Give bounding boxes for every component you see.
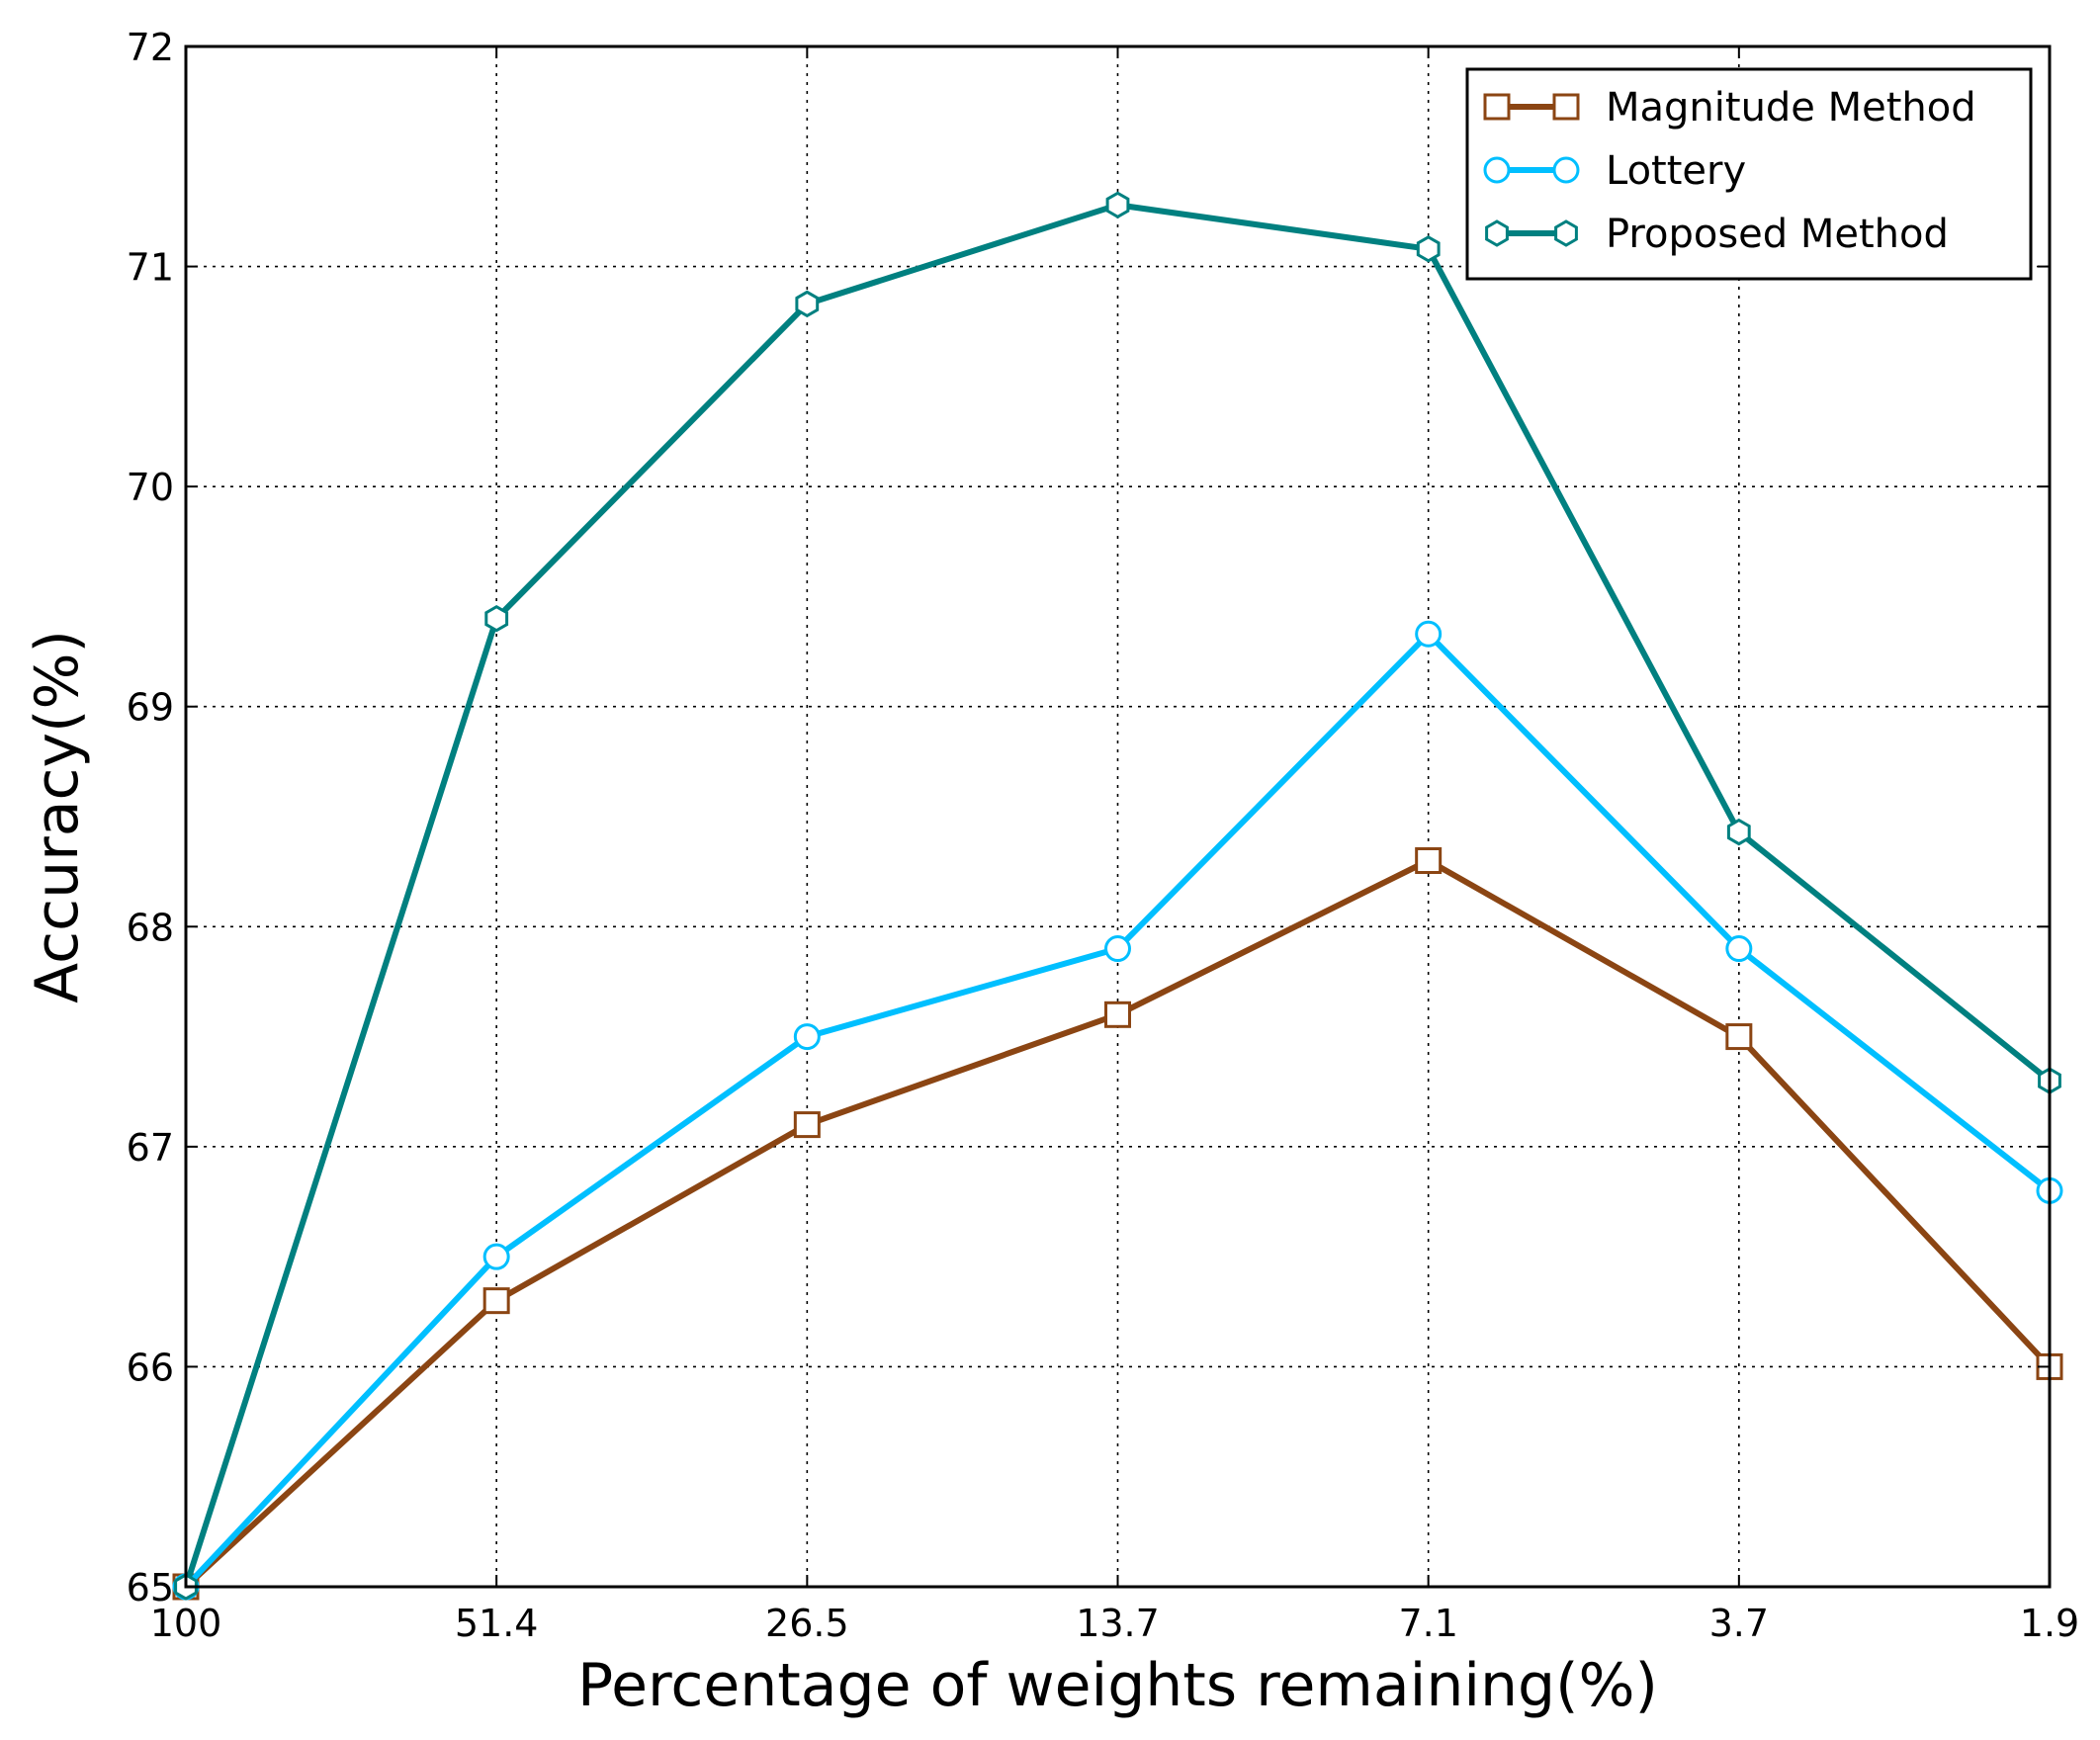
y-tick-label: 66 xyxy=(127,1346,174,1389)
x-tick-label: 51.4 xyxy=(455,1602,539,1645)
x-tick-label: 13.7 xyxy=(1076,1602,1160,1645)
y-axis-title: Accuracy(%) xyxy=(23,630,92,1003)
data-point-hexagon xyxy=(1105,191,1130,219)
legend: Magnitude Method Lottery Proposed Method xyxy=(1465,67,2033,281)
data-point-square xyxy=(482,1287,510,1315)
legend-marker xyxy=(1485,219,1509,247)
y-tick-label: 68 xyxy=(127,906,174,949)
x-tick-label: 1.9 xyxy=(2020,1602,2079,1645)
legend-marker xyxy=(1552,156,1580,184)
y-tick-label: 69 xyxy=(127,686,174,730)
legend-item: Proposed Method xyxy=(1485,212,1949,257)
legend-label: Magnitude Method xyxy=(1606,85,1976,130)
tick-layer: 100 51.4 26.5 13.7 7.1 3.7 1.9 65 66 67 68 69 70 71 72 xyxy=(127,26,2080,1645)
data-point-hexagon xyxy=(795,290,820,318)
legend-marker xyxy=(1552,93,1580,121)
data-point-circle xyxy=(1415,620,1443,648)
data-point-circle xyxy=(1725,935,1753,963)
data-point-circle xyxy=(793,1023,821,1051)
y-tick-label: 71 xyxy=(127,246,174,290)
data-point-square xyxy=(793,1111,821,1139)
y-tick-label: 67 xyxy=(127,1126,174,1170)
legend-label: Proposed Method xyxy=(1606,212,1949,257)
x-tick-label: 100 xyxy=(150,1602,222,1645)
data-point-circle xyxy=(482,1243,510,1270)
data-point-square xyxy=(1104,1000,1131,1028)
data-point-square xyxy=(1415,847,1443,875)
y-tick-label: 70 xyxy=(127,466,174,509)
legend-item: Magnitude Method xyxy=(1483,85,1976,130)
data-point-hexagon xyxy=(1416,235,1441,263)
x-axis-title: Percentage of weights remaining(%) xyxy=(577,1651,1658,1720)
legend-item: Lottery xyxy=(1483,148,1746,194)
data-point-hexagon xyxy=(1726,818,1751,846)
grid-layer xyxy=(186,46,2050,1587)
data-point-hexagon xyxy=(484,604,509,633)
data-point-square xyxy=(1725,1023,1753,1051)
x-tick-label: 26.5 xyxy=(765,1602,849,1645)
series-lottery xyxy=(172,620,2063,1601)
x-tick-label: 3.7 xyxy=(1709,1602,1769,1645)
legend-marker xyxy=(1483,93,1511,121)
legend-marker xyxy=(1554,219,1578,247)
y-tick-label: 65 xyxy=(127,1566,174,1610)
x-tick-label: 7.1 xyxy=(1398,1602,1457,1645)
series-layer xyxy=(172,191,2063,1601)
y-tick-label: 72 xyxy=(127,26,174,69)
data-point-circle xyxy=(1104,935,1131,963)
legend-marker xyxy=(1483,156,1511,184)
legend-label: Lottery xyxy=(1606,148,1746,194)
